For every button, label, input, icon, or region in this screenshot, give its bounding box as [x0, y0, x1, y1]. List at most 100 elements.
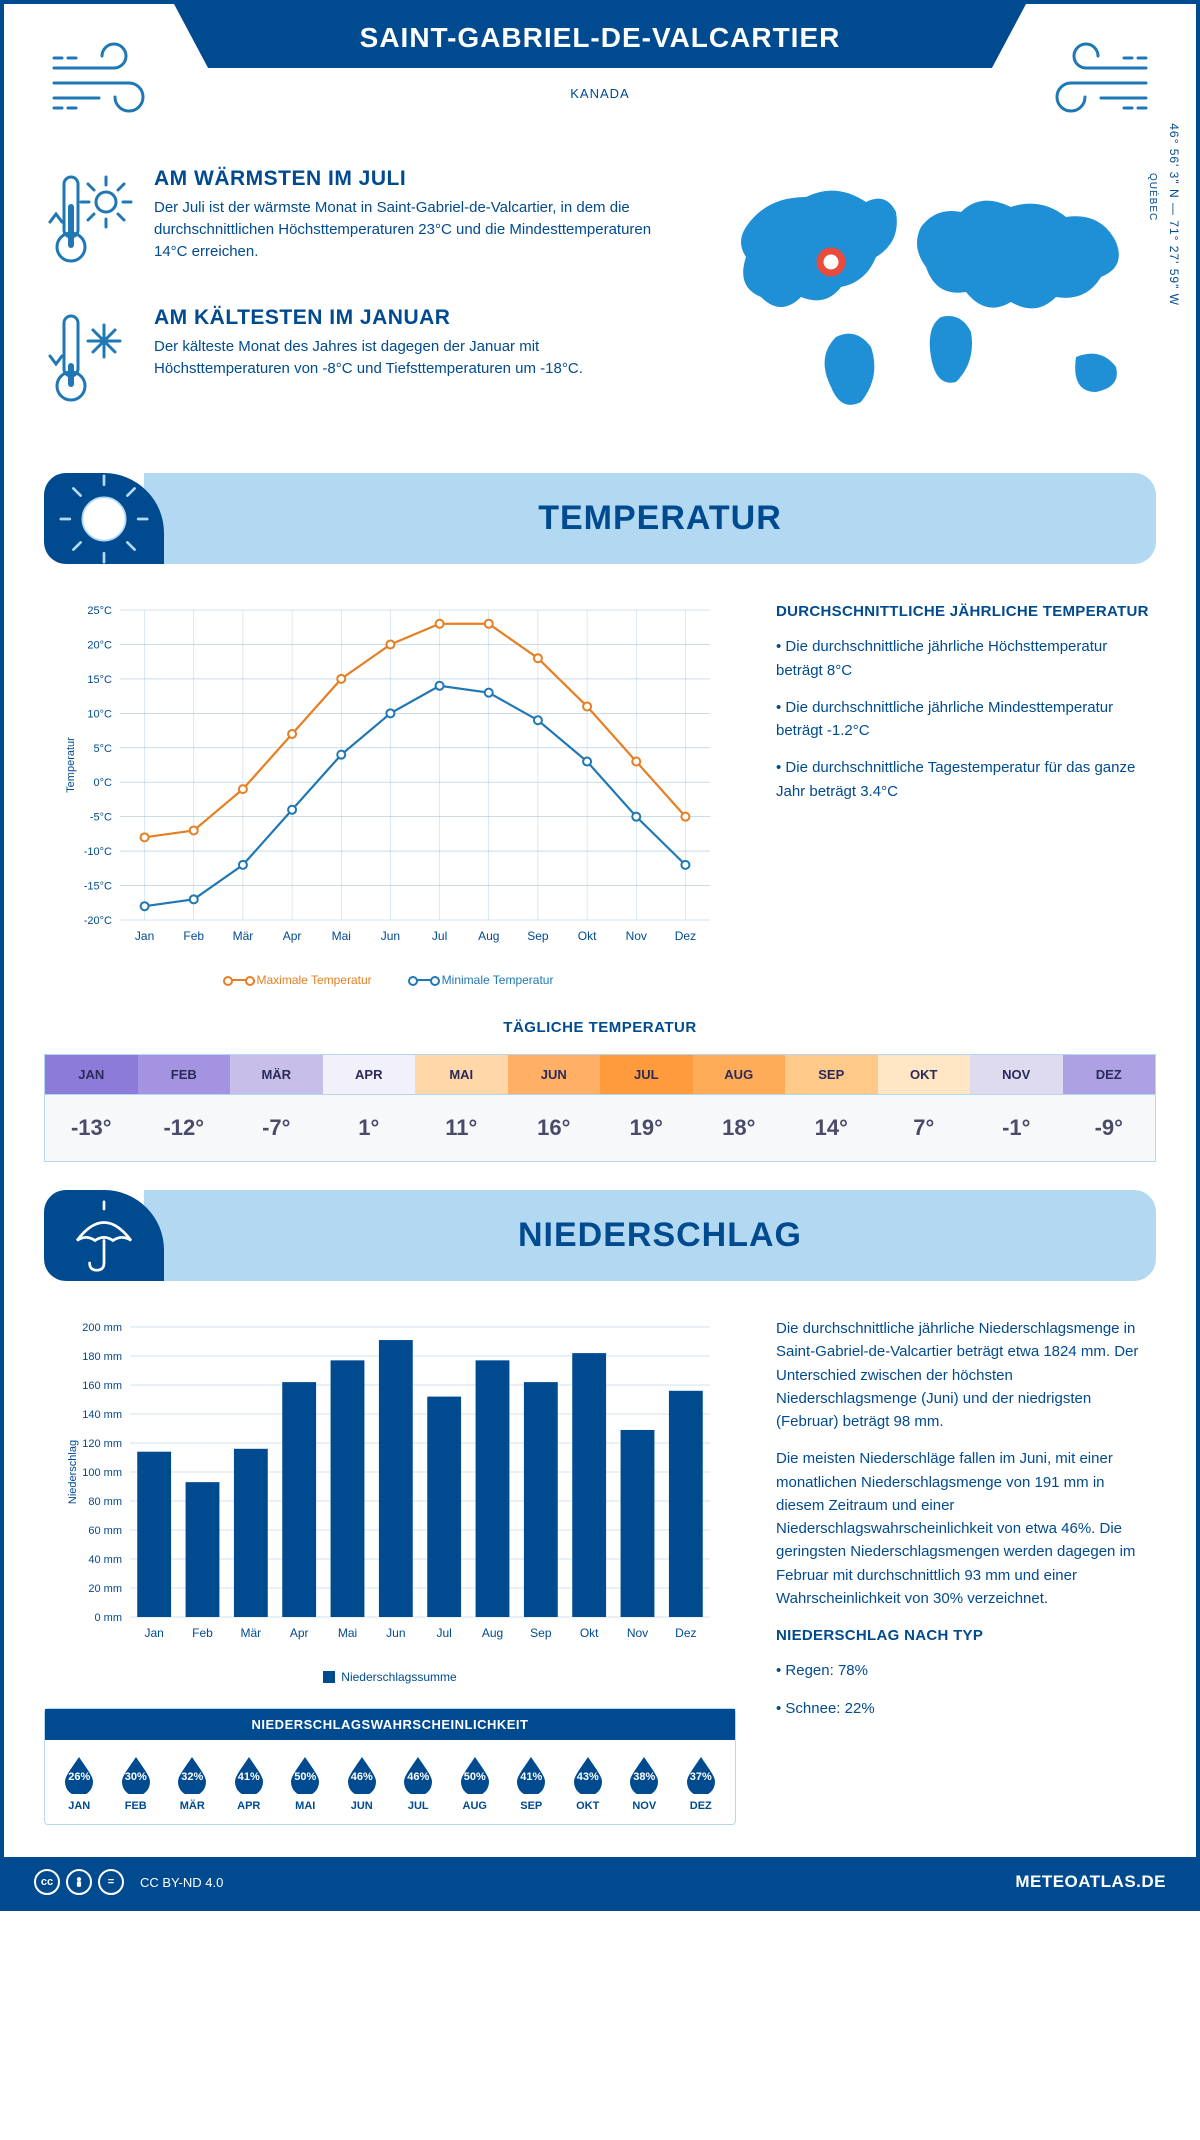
svg-text:200 mm: 200 mm — [82, 1322, 122, 1334]
city-title: SAINT-GABRIEL-DE-VALCARTIER — [184, 22, 1016, 54]
raindrop-icon: 43% — [568, 1754, 608, 1794]
raindrop-icon: 32% — [172, 1754, 212, 1794]
svg-text:-5°C: -5°C — [90, 812, 112, 824]
precip-p2: Die meisten Niederschläge fallen im Juni… — [776, 1447, 1156, 1610]
svg-text:Aug: Aug — [482, 1626, 503, 1640]
raindrop-icon: 37% — [681, 1754, 721, 1794]
thermometer-sun-icon — [44, 167, 134, 282]
precip-snow: • Schnee: 22% — [776, 1697, 1156, 1720]
brand-label: METEOATLAS.DE — [1015, 1872, 1166, 1892]
svg-text:-15°C: -15°C — [84, 881, 112, 893]
sun-banner-icon — [44, 473, 164, 564]
precip-text: Die durchschnittliche jährliche Niedersc… — [776, 1317, 1156, 1825]
svg-text:Mär: Mär — [240, 1626, 261, 1640]
svg-text:20 mm: 20 mm — [88, 1583, 122, 1595]
country-label: KANADA — [164, 86, 1036, 101]
svg-text:0 mm: 0 mm — [95, 1612, 123, 1624]
by-icon — [66, 1869, 92, 1895]
daily-temp-col: OKT 7° — [878, 1055, 971, 1161]
precip-h2: NIEDERSCHLAG NACH TYP — [776, 1624, 1156, 1647]
raindrop-icon: 50% — [455, 1754, 495, 1794]
temp-text-p1: • Die durchschnittliche jährliche Höchst… — [776, 635, 1156, 682]
warm-title: AM WÄRMSTEN IM JULI — [154, 167, 676, 191]
svg-text:Mär: Mär — [233, 929, 254, 943]
infographic-frame: SAINT-GABRIEL-DE-VALCARTIER KANADA — [0, 0, 1200, 1911]
precip-rain: • Regen: 78% — [776, 1659, 1156, 1682]
svg-text:Nov: Nov — [626, 929, 647, 943]
svg-text:Niederschlag: Niederschlag — [67, 1440, 79, 1504]
temp-text-heading: DURCHSCHNITTLICHE JÄHRLICHE TEMPERATUR — [776, 600, 1156, 623]
thermometer-snow-icon — [44, 306, 134, 421]
svg-text:Aug: Aug — [478, 929, 499, 943]
precip-legend: Niederschlagssumme — [44, 1670, 736, 1684]
svg-text:Temperatur: Temperatur — [65, 737, 77, 793]
coords-label: 46° 56' 3" N — 71° 27' 59" W — [1167, 123, 1181, 306]
svg-text:120 mm: 120 mm — [82, 1438, 122, 1450]
precip-block: 0 mm20 mm40 mm60 mm80 mm100 mm120 mm140 … — [44, 1317, 1156, 1825]
raindrop-icon: 26% — [59, 1754, 99, 1794]
svg-text:40 mm: 40 mm — [88, 1554, 122, 1566]
nd-icon: = — [98, 1869, 124, 1895]
svg-text:Apr: Apr — [290, 1626, 309, 1640]
daily-temp-col: NOV -1° — [970, 1055, 1063, 1161]
intro-facts: AM WÄRMSTEN IM JULI Der Juli ist der wär… — [44, 167, 676, 445]
svg-text:Jul: Jul — [432, 929, 447, 943]
precip-p1: Die durchschnittliche jährliche Niedersc… — [776, 1317, 1156, 1433]
cold-body: Der kälteste Monat des Jahres ist dagege… — [154, 336, 676, 380]
prob-cell: 41% APR — [221, 1754, 278, 1812]
prob-cell: 46% JUN — [334, 1754, 391, 1812]
raindrop-icon: 30% — [116, 1754, 156, 1794]
svg-text:Feb: Feb — [192, 1626, 213, 1640]
temp-text-p2: • Die durchschnittliche jährliche Mindes… — [776, 696, 1156, 743]
prob-cell: 37% DEZ — [673, 1754, 730, 1812]
daily-temp-col: DEZ -9° — [1063, 1055, 1156, 1161]
svg-text:Apr: Apr — [283, 929, 302, 943]
svg-text:80 mm: 80 mm — [88, 1496, 122, 1508]
content-wrap: SAINT-GABRIEL-DE-VALCARTIER KANADA — [4, 4, 1196, 1825]
daily-temp-col: JUN 16° — [508, 1055, 601, 1161]
svg-text:20°C: 20°C — [87, 639, 112, 651]
daily-temp-heading: TÄGLICHE TEMPERATUR — [44, 1019, 1156, 1036]
precip-chart: 0 mm20 mm40 mm60 mm80 mm100 mm120 mm140 … — [44, 1317, 736, 1657]
svg-text:Okt: Okt — [578, 929, 597, 943]
svg-text:Nov: Nov — [627, 1626, 648, 1640]
svg-text:Sep: Sep — [530, 1626, 552, 1640]
cold-text: AM KÄLTESTEN IM JANUAR Der kälteste Mona… — [154, 306, 676, 421]
wind-left-icon — [44, 28, 164, 133]
daily-temp-col: JAN -13° — [45, 1055, 138, 1161]
prob-table: NIEDERSCHLAGSWAHRSCHEINLICHKEIT 26% JAN … — [44, 1708, 736, 1825]
precip-banner: NIEDERSCHLAG — [44, 1190, 1156, 1281]
daily-temp-col: FEB -12° — [138, 1055, 231, 1161]
svg-text:25°C: 25°C — [87, 605, 112, 617]
daily-temp-col: MAI 11° — [415, 1055, 508, 1161]
svg-text:-20°C: -20°C — [84, 915, 112, 927]
svg-text:Mai: Mai — [332, 929, 351, 943]
legend-min: Minimale Temperatur — [412, 973, 554, 987]
svg-text:Dez: Dez — [675, 929, 696, 943]
footer: cc = CC BY-ND 4.0 METEOATLAS.DE — [4, 1857, 1196, 1907]
title-block: SAINT-GABRIEL-DE-VALCARTIER KANADA — [164, 28, 1036, 101]
cold-fact: AM KÄLTESTEN IM JANUAR Der kälteste Mona… — [44, 306, 676, 421]
prob-cell: 38% NOV — [616, 1754, 673, 1812]
license-block: cc = CC BY-ND 4.0 — [34, 1869, 223, 1895]
svg-text:15°C: 15°C — [87, 674, 112, 686]
temp-block: -20°C-15°C-10°C-5°C0°C5°C10°C15°C20°C25°… — [44, 600, 1156, 987]
svg-text:Jun: Jun — [381, 929, 400, 943]
svg-text:5°C: 5°C — [94, 743, 113, 755]
temp-chart: -20°C-15°C-10°C-5°C0°C5°C10°C15°C20°C25°… — [44, 600, 736, 987]
prob-cell: 41% SEP — [503, 1754, 560, 1812]
warm-body: Der Juli ist der wärmste Monat in Saint-… — [154, 197, 676, 262]
raindrop-icon: 41% — [229, 1754, 269, 1794]
precip-left-col: 0 mm20 mm40 mm60 mm80 mm100 mm120 mm140 … — [44, 1317, 736, 1825]
svg-text:Feb: Feb — [183, 929, 204, 943]
legend-precip: Niederschlagssumme — [323, 1670, 456, 1684]
warm-fact: AM WÄRMSTEN IM JULI Der Juli ist der wär… — [44, 167, 676, 282]
prob-cell: 30% FEB — [108, 1754, 165, 1812]
svg-text:180 mm: 180 mm — [82, 1351, 122, 1363]
cold-title: AM KÄLTESTEN IM JANUAR — [154, 306, 676, 330]
cc-icon: cc — [34, 1869, 60, 1895]
prob-cell: 46% JUL — [390, 1754, 447, 1812]
raindrop-icon: 41% — [511, 1754, 551, 1794]
svg-text:60 mm: 60 mm — [88, 1525, 122, 1537]
wind-right-icon — [1036, 28, 1156, 133]
